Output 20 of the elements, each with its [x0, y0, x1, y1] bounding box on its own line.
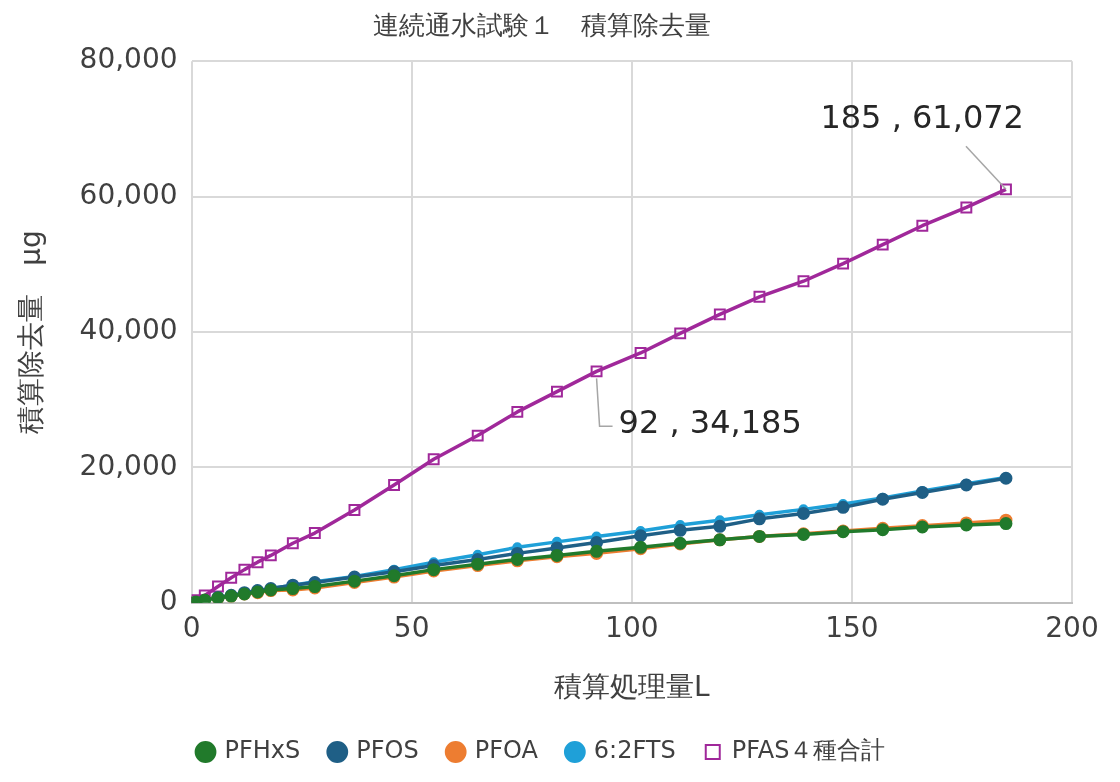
legend-label: PFOS [356, 736, 419, 765]
legend-label: 6:2FTS [593, 736, 676, 765]
x-tick-label: 50 [393, 610, 430, 644]
x-tick-label: 0 [182, 610, 201, 644]
legend-label: PFAS４種合計 [731, 736, 886, 765]
y-axis-title: 積算除去量 μg [14, 230, 48, 434]
legend-label: PFOA [474, 736, 539, 765]
chart-title: 連続通水試験１ 積算除去量 [373, 10, 711, 41]
y-tick-label: 20,000 [79, 448, 178, 482]
x-tick-label: 150 [825, 610, 879, 644]
x-tick-label: 200 [1045, 610, 1099, 644]
x-tick-label: 100 [605, 610, 659, 644]
annotation: 185 , 61,072 [820, 97, 1024, 136]
x-axis-title: 積算処理量L [553, 670, 710, 704]
y-tick-label: 80,000 [79, 42, 178, 76]
y-tick-label: 0 [159, 584, 178, 618]
annotation: 92 , 34,185 [618, 402, 802, 441]
y-tick-label: 60,000 [79, 177, 178, 211]
y-tick-label: 40,000 [79, 313, 178, 347]
legend-label: PFHxS [224, 736, 301, 765]
